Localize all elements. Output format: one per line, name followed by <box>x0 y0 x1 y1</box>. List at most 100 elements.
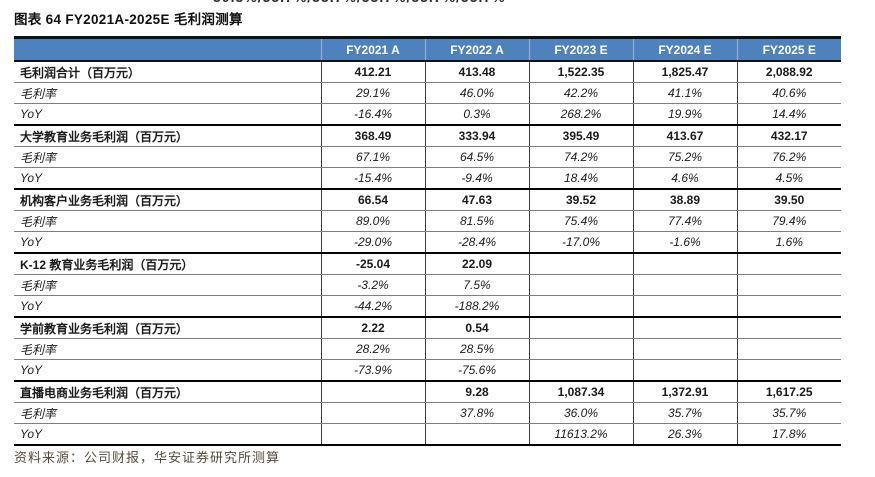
cell-value: -1.6% <box>632 231 737 254</box>
table-row: YoY -73.9% -75.6% <box>14 359 841 382</box>
cell-value: 7.5% <box>424 274 529 296</box>
cell-value: 22.09 <box>424 252 529 275</box>
cell-value: 1,372.91 <box>632 380 737 403</box>
cell-value <box>632 316 737 339</box>
table-row: YoY -44.2% -188.2% <box>14 295 841 318</box>
row-label: 毛利率 <box>14 146 321 168</box>
cell-value: 413.48 <box>424 61 529 83</box>
cell-value: 432.17 <box>736 124 841 147</box>
row-label: YoY <box>14 167 321 190</box>
cell-value: -44.2% <box>320 295 425 318</box>
cell-value: 17.8% <box>736 423 841 446</box>
row-label: 毛利率 <box>14 402 321 424</box>
source-note: 资料来源：公司财报，华安证券研究所测算 <box>14 450 281 465</box>
table-row: 毛利率 28.2% 28.5% <box>14 338 841 360</box>
row-label: 毛利润合计（百万元） <box>14 61 321 83</box>
cell-value: 38.89 <box>632 188 737 211</box>
cell-value: -15.4% <box>320 167 425 190</box>
cell-value: 412.21 <box>320 61 425 83</box>
row-label: YoY <box>14 231 321 254</box>
table-row: 毛利率 67.1% 64.5% 74.2% 75.2% 76.2% <box>14 146 841 168</box>
cell-value: 4.5% <box>736 167 841 190</box>
cell-value: 89.0% <box>320 210 425 232</box>
cell-value: 2.22 <box>320 316 425 339</box>
cell-value <box>320 380 425 403</box>
clipped-text-fragment: 50.5%/55.7%/55.7%/55.7%/55.7%/55.7% <box>213 0 513 5</box>
table-row: YoY -15.4% -9.4% 18.4% 4.6% 4.5% <box>14 167 841 190</box>
cell-value: 35.7% <box>736 402 841 424</box>
cell-value: -188.2% <box>424 295 529 318</box>
cell-value: -17.0% <box>528 231 633 254</box>
cell-value <box>736 338 841 360</box>
cell-value: 26.3% <box>632 423 737 446</box>
cell-value: 1,522.35 <box>528 61 633 83</box>
cell-value: 395.49 <box>528 124 633 147</box>
figure-title: 图表 64 FY2021A-2025E 毛利润测算 <box>14 12 243 27</box>
column-header: FY2021 A <box>320 36 425 62</box>
column-header: FY2025 E <box>736 36 841 62</box>
cell-value <box>320 423 425 446</box>
cell-value: -75.6% <box>424 359 529 382</box>
column-header: FY2022 A <box>424 36 529 62</box>
cell-value <box>632 359 737 382</box>
cell-value: 35.7% <box>632 402 737 424</box>
cell-value: 28.2% <box>320 338 425 360</box>
cell-value: 76.2% <box>736 146 841 168</box>
cell-value <box>736 252 841 275</box>
cell-value <box>632 274 737 296</box>
cell-value: 41.1% <box>632 82 737 104</box>
cell-value: -29.0% <box>320 231 425 254</box>
table-row: 毛利润合计（百万元） 412.21 413.48 1,522.35 1,825.47 2,… <box>14 61 841 83</box>
cell-value: -25.04 <box>320 252 425 275</box>
table-row: 机构客户业务毛利润（百万元） 66.54 47.63 39.52 38.89 39.50 <box>14 188 841 211</box>
cell-value <box>736 295 841 318</box>
cell-value: 0.3% <box>424 103 529 126</box>
table-row: 学前教育业务毛利润（百万元） 2.22 0.54 <box>14 316 841 339</box>
cell-value: -73.9% <box>320 359 425 382</box>
cell-value: 75.2% <box>632 146 737 168</box>
cell-value: 333.94 <box>424 124 529 147</box>
cell-value <box>736 316 841 339</box>
cell-value: 42.2% <box>528 82 633 104</box>
cell-value <box>736 274 841 296</box>
cell-value: 0.54 <box>424 316 529 339</box>
gross-profit-estimation-table: FY2021 A FY2022 A FY2023 E FY2024 E FY2025 E… <box>14 36 841 446</box>
cell-value: 1,087.34 <box>528 380 633 403</box>
cell-value <box>528 338 633 360</box>
cell-value: 39.50 <box>736 188 841 211</box>
corner-cell <box>14 36 321 62</box>
table-row: 毛利率 89.0% 81.5% 75.4% 77.4% 79.4% <box>14 210 841 232</box>
cell-value: 1,825.47 <box>632 61 737 83</box>
cell-value <box>320 402 425 424</box>
cell-value: 2,088.92 <box>736 61 841 83</box>
cell-value: 1,617.25 <box>736 380 841 403</box>
cell-value <box>528 274 633 296</box>
cell-value: 46.0% <box>424 82 529 104</box>
cell-value: 4.6% <box>632 167 737 190</box>
cell-value: 66.54 <box>320 188 425 211</box>
table-row: YoY -29.0% -28.4% -17.0% -1.6% 1.6% <box>14 231 841 254</box>
cell-value: 39.52 <box>528 188 633 211</box>
row-label: 机构客户业务毛利润（百万元） <box>14 188 321 211</box>
row-label: 毛利率 <box>14 274 321 296</box>
cell-value: -16.4% <box>320 103 425 126</box>
row-label: YoY <box>14 423 321 446</box>
cell-value: 11613.2% <box>528 423 633 446</box>
row-label: K-12 教育业务毛利润（百万元） <box>14 252 321 275</box>
row-label: 学前教育业务毛利润（百万元） <box>14 316 321 339</box>
cell-value <box>528 295 633 318</box>
table-row: K-12 教育业务毛利润（百万元） -25.04 22.09 <box>14 252 841 275</box>
table-row: 毛利率 -3.2% 7.5% <box>14 274 841 296</box>
cell-value: 1.6% <box>736 231 841 254</box>
row-label: 直播电商业务毛利润（百万元） <box>14 380 321 403</box>
row-label: YoY <box>14 103 321 126</box>
cell-value: -9.4% <box>424 167 529 190</box>
cell-value: 74.2% <box>528 146 633 168</box>
cell-value: 19.9% <box>632 103 737 126</box>
cell-value <box>424 423 529 446</box>
cell-value: 28.5% <box>424 338 529 360</box>
table-row: 大学教育业务毛利润（百万元） 368.49 333.94 395.49 413.67 43… <box>14 124 841 147</box>
cell-value: 77.4% <box>632 210 737 232</box>
cell-value <box>528 252 633 275</box>
